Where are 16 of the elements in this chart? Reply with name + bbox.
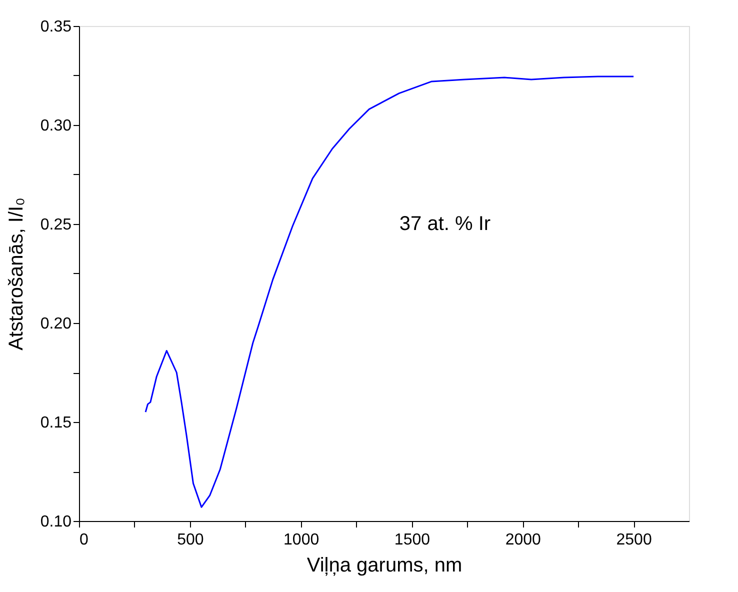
line-series xyxy=(144,76,634,508)
x-tick-label: 1500 xyxy=(394,532,430,548)
x-tick-label: 500 xyxy=(177,532,204,548)
y-tick-label: 0.35 xyxy=(40,18,72,36)
x-tick-label: 1000 xyxy=(284,532,320,548)
y-tick-label: 0.10 xyxy=(40,514,72,530)
y-axis-title: Atstarošanās, I/I₀ xyxy=(5,198,28,350)
y-tick-label: 0.25 xyxy=(40,216,72,234)
x-axis-title: Viļņa garums, nm xyxy=(306,554,462,576)
x-tick-label: 2000 xyxy=(505,532,542,548)
y-tick-label: 0.30 xyxy=(40,118,72,134)
annotation: 37 at. % Ir xyxy=(399,213,491,235)
x-tick-label: 0 xyxy=(80,532,88,548)
x-tick-label: 2500 xyxy=(616,532,652,548)
y-tick-label: 0.15 xyxy=(40,414,72,432)
y-tick-label: 0.20 xyxy=(40,316,72,332)
